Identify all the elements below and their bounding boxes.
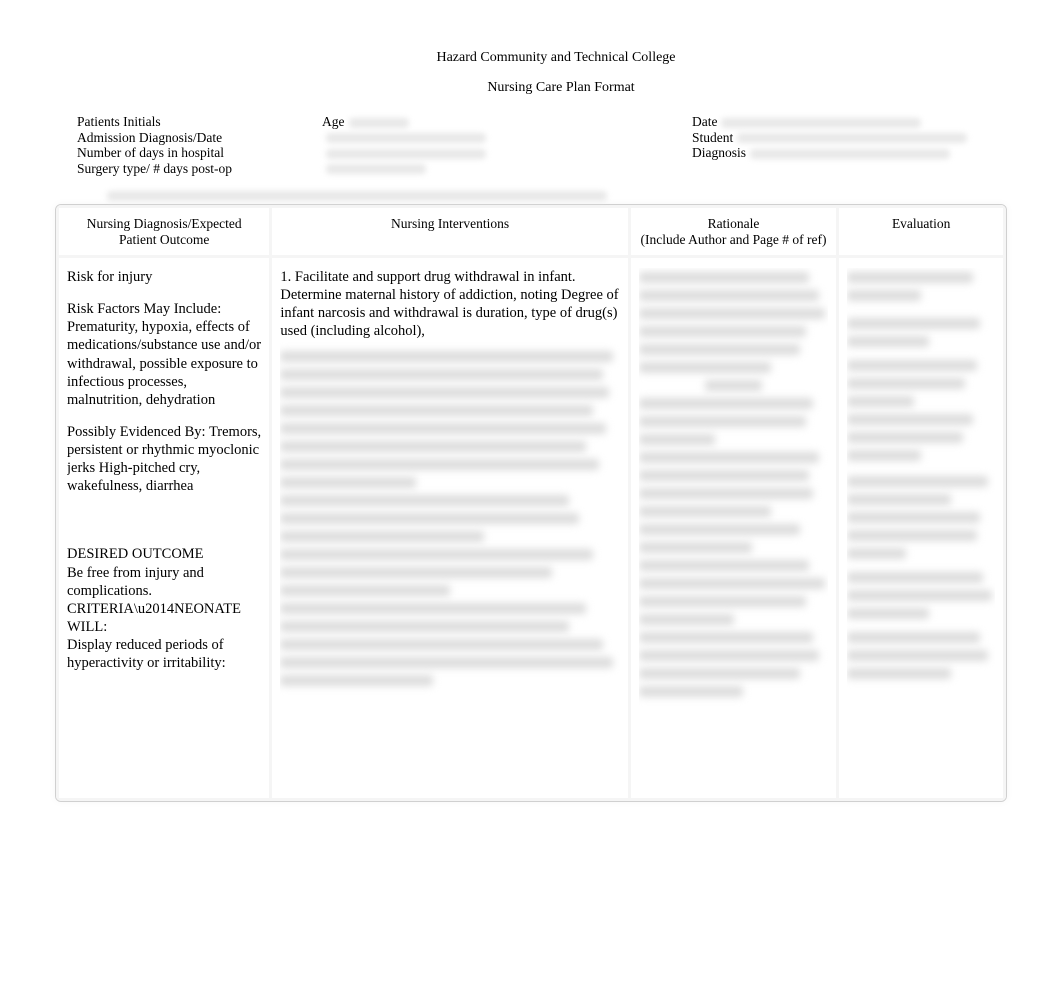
desired-outcome-label: DESIRED OUTCOME: [67, 545, 261, 563]
date-label: Date: [692, 114, 717, 129]
blur-placeholder: [721, 118, 921, 128]
patient-info-block: Patients Initials Admission Diagnosis/Da…: [55, 114, 1007, 176]
age-label: Age: [322, 114, 345, 129]
criteria-text: Display reduced periods of hyperactivity…: [67, 636, 261, 672]
blur-placeholder: [750, 149, 950, 159]
col-header-rationale: Rationale (Include Author and Page # of …: [631, 208, 837, 255]
blur-placeholder: [737, 133, 967, 143]
days-hospital-label: Number of days in hospital: [77, 145, 322, 161]
blur-placeholder: [326, 149, 486, 159]
criteria-label: CRITERIA\u2014NEONATE WILL:: [67, 600, 261, 636]
patients-initials-label: Patients Initials: [77, 114, 322, 130]
admission-diagnosis-label: Admission Diagnosis/Date: [77, 130, 322, 146]
header-text: (Include Author and Page # of ref): [635, 232, 833, 248]
header-text: Rationale: [635, 216, 833, 232]
blurred-content: [847, 272, 995, 679]
evidenced-label: Possibly Evidenced By:: [67, 424, 206, 440]
cell-diagnosis: Risk for injury Risk Factors May Include…: [59, 258, 269, 798]
student-label: Student: [692, 130, 733, 145]
diagnosis-label: Diagnosis: [692, 145, 746, 160]
cell-rationale: [631, 258, 837, 798]
blurred-content: [639, 272, 829, 697]
document-page: Hazard Community and Technical College N…: [0, 0, 1062, 802]
cell-interventions: 1. Facilitate and support drug withdrawa…: [272, 258, 627, 798]
header-text: Patient Outcome: [63, 232, 265, 248]
risk-factors-label: Risk Factors May Include:: [67, 301, 221, 317]
blur-placeholder: [349, 118, 409, 128]
form-title: Nursing Care Plan Format: [115, 80, 1007, 96]
col-header-evaluation: Evaluation: [839, 208, 1003, 255]
table-row: Risk for injury Risk Factors May Include…: [59, 258, 1003, 798]
care-plan-table: Nursing Diagnosis/Expected Patient Outco…: [56, 205, 1006, 801]
col-header-interventions: Nursing Interventions: [272, 208, 627, 255]
info-col-right: Date Student Diagnosis: [692, 114, 985, 176]
col-header-diagnosis: Nursing Diagnosis/Expected Patient Outco…: [59, 208, 269, 255]
table-header-row: Nursing Diagnosis/Expected Patient Outco…: [59, 208, 1003, 255]
diagnosis-title: Risk for injury: [67, 268, 261, 286]
cell-evaluation: [839, 258, 1003, 798]
info-col-mid: Age: [322, 114, 692, 176]
info-col-left: Patients Initials Admission Diagnosis/Da…: [77, 114, 322, 176]
desired-outcome-text: Be free from injury and complications.: [67, 564, 261, 600]
surgery-type-label: Surgery type/ # days post-op: [77, 161, 322, 177]
intervention-item-1: 1. Facilitate and support drug withdrawa…: [280, 268, 619, 341]
institution-name: Hazard Community and Technical College: [105, 50, 1007, 66]
blurred-content: [280, 351, 619, 686]
care-plan-table-wrap: Nursing Diagnosis/Expected Patient Outco…: [55, 204, 1007, 802]
risk-factors-text: Prematurity, hypoxia, effects of medicat…: [67, 319, 261, 408]
blur-placeholder: [107, 191, 607, 201]
blur-placeholder: [326, 164, 426, 174]
blur-placeholder: [326, 133, 486, 143]
header-text: Nursing Diagnosis/Expected: [63, 216, 265, 232]
